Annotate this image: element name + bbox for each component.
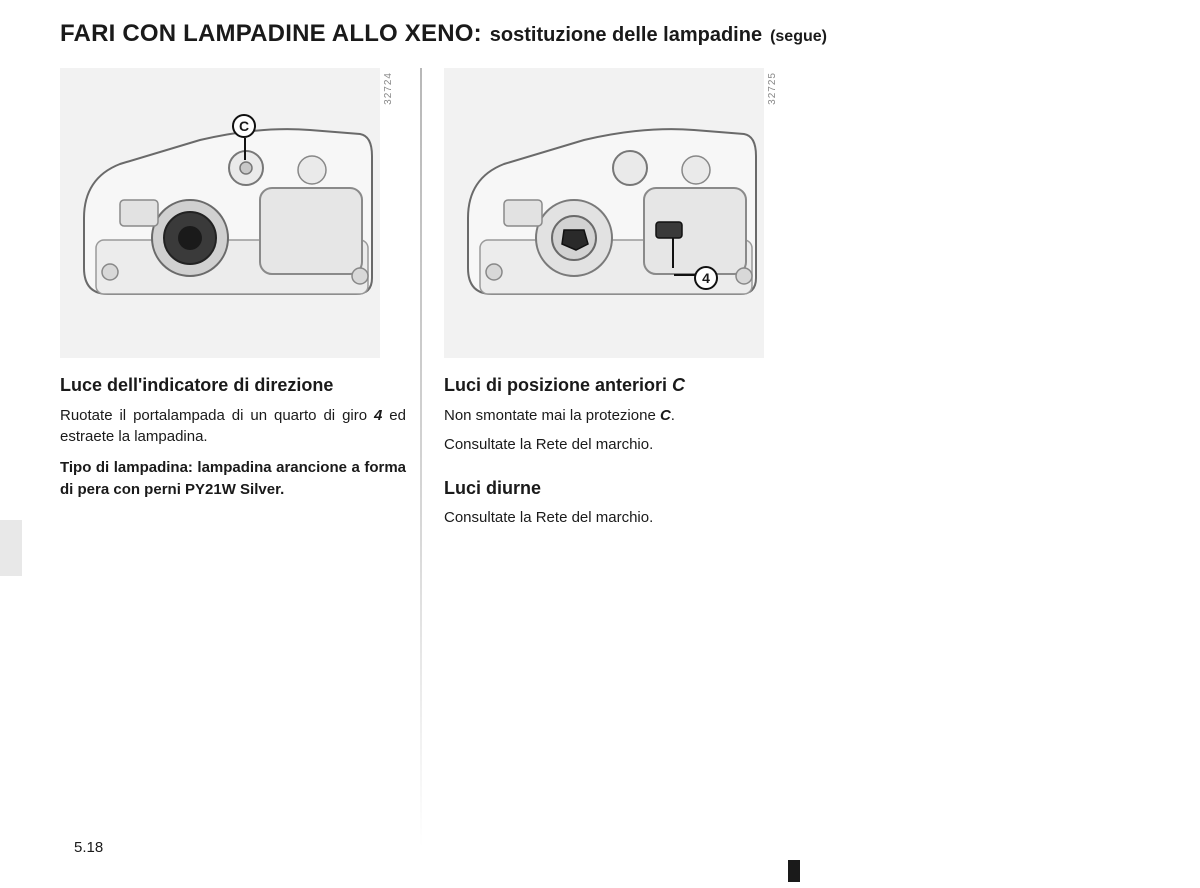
page-number: 5.18 bbox=[74, 839, 103, 856]
callout-c: C bbox=[232, 114, 256, 138]
para-ital-c: C bbox=[660, 407, 671, 424]
para-bulb-type: Tipo di lampadina: lampadina arancione a… bbox=[60, 457, 406, 502]
callout-leader-4-h bbox=[674, 274, 696, 276]
heading-front-position: Luci di posizione anteriori C bbox=[444, 374, 766, 397]
para-front-position-1: Non smontate mai la protezione C. bbox=[444, 405, 766, 426]
callout-leader-c bbox=[244, 138, 246, 160]
title-continuation: (segue) bbox=[770, 28, 827, 46]
para-front-position-2: Consultate la Rete del marchio. bbox=[444, 434, 766, 455]
headlamp-illustration-right bbox=[444, 68, 764, 358]
heading-turn-indicator: Luce dell'indicatore di direzione bbox=[60, 374, 406, 397]
column-divider bbox=[420, 68, 422, 848]
figure-left: 32724 C bbox=[60, 68, 380, 358]
callout-4-label: 4 bbox=[702, 270, 710, 286]
para-text: Non smontate mai la protezione bbox=[444, 407, 660, 424]
title-main: FARI CON LAMPADINE ALLO XENO: bbox=[60, 20, 482, 48]
column-right: 32725 4 bbox=[420, 68, 780, 528]
page-title: FARI CON LAMPADINE ALLO XENO: sostituzio… bbox=[60, 20, 1140, 48]
figure-ref-right: 32725 bbox=[767, 72, 778, 105]
callout-4: 4 bbox=[694, 266, 718, 290]
title-sub: sostituzione delle lampadine bbox=[490, 24, 762, 47]
para-turn-indicator: Ruotate il portalampada di un quarto di … bbox=[60, 405, 406, 447]
manual-page: FARI CON LAMPADINE ALLO XENO: sostituzio… bbox=[0, 0, 1200, 888]
figure-right: 32725 4 bbox=[444, 68, 764, 358]
figure-ref-left: 32724 bbox=[383, 72, 394, 105]
column-left: 32724 C bbox=[60, 68, 420, 528]
footer-crop-mark bbox=[788, 860, 800, 882]
headlamp-illustration-left bbox=[60, 68, 380, 358]
callout-c-label: C bbox=[239, 118, 249, 134]
para-text: Ruotate il portalampada di un quarto di … bbox=[60, 407, 374, 424]
section-edge-tab bbox=[0, 520, 22, 576]
heading-text: Luci di posizione anteriori bbox=[444, 375, 672, 395]
para-daytime: Consultate la Rete del marchio. bbox=[444, 507, 766, 528]
heading-daytime: Luci diurne bbox=[444, 477, 766, 500]
heading-ital-c: C bbox=[672, 375, 685, 395]
para-text-after: . bbox=[671, 407, 675, 424]
callout-leader-4 bbox=[672, 238, 674, 268]
content-columns: 32724 C bbox=[60, 68, 1140, 528]
